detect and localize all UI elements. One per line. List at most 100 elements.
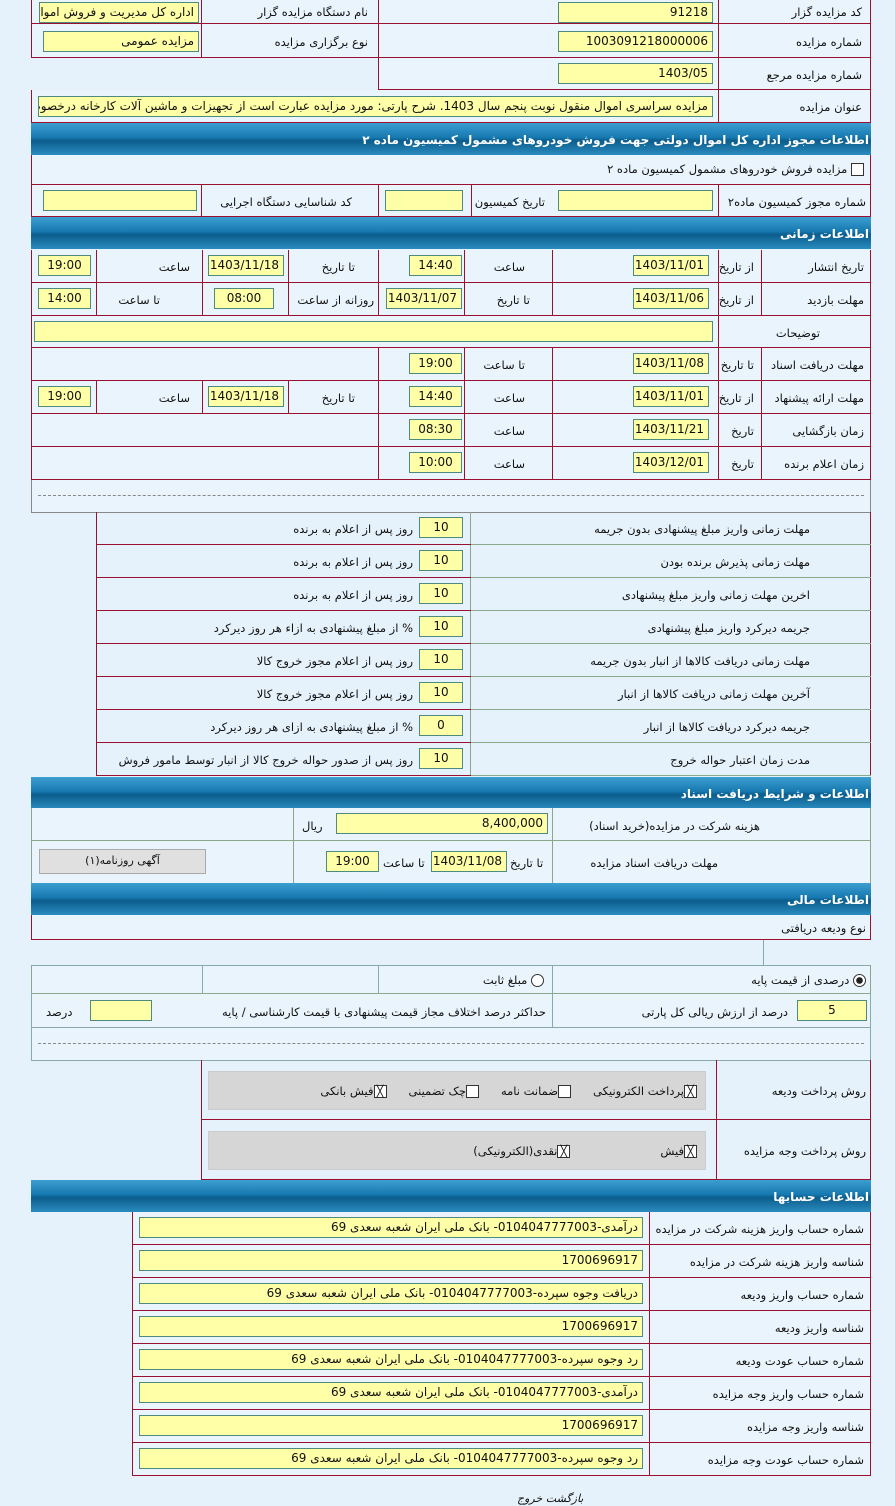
org-field[interactable]: اداره کل مدیریت و فروش اموال: [39, 2, 199, 23]
publish-time-field[interactable]: 14:40: [409, 255, 462, 276]
offer-from-field[interactable]: 1403/11/01: [633, 386, 709, 407]
commission-checkbox-wrap[interactable]: مزایده فروش خودروهای مشمول کمیسیون ماده …: [607, 162, 864, 176]
opening-date-field[interactable]: 1403/11/21: [633, 419, 709, 440]
payment-option[interactable]: چک تضمینی: [409, 1084, 479, 1098]
rule-value[interactable]: 0: [419, 715, 463, 736]
opening-time-field[interactable]: 08:30: [409, 419, 462, 440]
rule-row: مدت زمان اعتبار حواله خروج 10 روز پس از صد…: [96, 743, 871, 776]
divider: [378, 283, 379, 315]
divider: [471, 643, 871, 644]
percent-unit: درصد از ارزش ریالی کل پارتی: [641, 1005, 788, 1019]
permit-field[interactable]: [558, 190, 713, 211]
percent-option[interactable]: درصدی از قیمت پایه: [751, 973, 866, 987]
title-field[interactable]: مزایده سراسری اموال منقول نوبت پنجم سال …: [38, 96, 713, 117]
rule-value[interactable]: 10: [419, 649, 463, 670]
divider: [470, 677, 471, 709]
doc-time-field[interactable]: 19:00: [326, 851, 379, 872]
checkbox-unchecked[interactable]: [558, 1085, 572, 1098]
account-value[interactable]: 1700696917: [139, 1316, 643, 1337]
divider: [649, 1311, 650, 1343]
divider: [378, 24, 379, 57]
rule-row: اخرین مهلت زمانی واریز مبلغ پیشنهادی 10 رو…: [96, 578, 871, 611]
doc-time-label: تا ساعت: [383, 856, 425, 870]
row-fee: هزینه شرکت در مزایده(خرید اسناد) 8,400,0…: [31, 808, 871, 841]
percent-radio-icon[interactable]: [853, 974, 866, 987]
back-exit-link[interactable]: بازگشت خروج: [517, 1492, 584, 1505]
account-value[interactable]: دریافت وجوه سپرده-0104047777003- بانک مل…: [139, 1283, 643, 1304]
rule-value[interactable]: 10: [419, 682, 463, 703]
account-label: شماره حساب عودت ودیعه: [735, 1354, 864, 1368]
payment-option[interactable]: ╳فیش: [660, 1144, 697, 1158]
divider: [293, 841, 294, 883]
rule-value[interactable]: 10: [419, 550, 463, 571]
account-value[interactable]: 1700696917: [139, 1250, 643, 1271]
commission-header: اطلاعات مجوز اداره کل اموال دولتی جهت فر…: [31, 123, 871, 155]
fixed-option[interactable]: مبلغ ثابت: [483, 973, 544, 987]
rule-value[interactable]: 10: [419, 748, 463, 769]
commission-checkbox[interactable]: [851, 163, 864, 176]
visit-from-field[interactable]: 1403/11/06: [633, 288, 709, 309]
account-value[interactable]: رد وجوه سپرده-0104047777003- بانک ملی ای…: [139, 1349, 643, 1370]
docs-time-field[interactable]: 19:00: [409, 353, 462, 374]
doc-date-field[interactable]: 1403/11/08: [431, 851, 507, 872]
max-diff-field[interactable]: [90, 1000, 152, 1021]
publish-time2-field[interactable]: 19:00: [38, 255, 91, 276]
code-field[interactable]: 91218: [558, 2, 713, 23]
checkbox-checked[interactable]: ╳: [557, 1145, 571, 1158]
account-row: شماره حساب واریز هزینه شرکت در مزایده درآ…: [132, 1212, 871, 1245]
docs-date-field[interactable]: 1403/11/08: [633, 353, 709, 374]
divider: [649, 1212, 650, 1244]
newspaper-ad-button[interactable]: آگهی روزنامه(۱): [39, 849, 206, 874]
rule-label: آخرین مهلت زمانی دریافت کالاها از انبار: [617, 687, 810, 701]
visit-to-field[interactable]: 1403/11/07: [386, 288, 462, 309]
org-id-field[interactable]: [43, 190, 197, 211]
offer-time-field[interactable]: 14:40: [409, 386, 462, 407]
payment-option[interactable]: ضمانت نامه: [501, 1084, 572, 1098]
row-notes: توضیحات: [31, 316, 871, 348]
checkbox-unchecked[interactable]: [465, 1085, 479, 1098]
ref-field[interactable]: 1403/05: [558, 63, 713, 84]
publish-from-label: از تاریخ: [718, 260, 754, 274]
fee-field[interactable]: 8,400,000: [336, 813, 548, 834]
winner-date-field[interactable]: 1403/12/01: [633, 452, 709, 473]
type-field[interactable]: مزایده عمومی: [43, 31, 199, 52]
payment-option[interactable]: ╳فیش بانکی: [320, 1084, 387, 1098]
title-label: عنوان مزایده: [799, 100, 862, 114]
account-value[interactable]: درآمدی-0104047777003- بانک ملی ایران شعب…: [139, 1217, 643, 1238]
number-field[interactable]: 1003091218000006: [558, 31, 713, 52]
divider: [718, 24, 719, 57]
winner-time-field[interactable]: 10:00: [409, 452, 462, 473]
payment-option[interactable]: ╳نقدی(الکترونیکی): [473, 1144, 571, 1158]
payment-option[interactable]: ╳پرداخت الکترونیکی: [593, 1084, 697, 1098]
checkbox-checked[interactable]: ╳: [684, 1145, 697, 1158]
account-value[interactable]: رد وجوه سپرده-0104047777003- بانک ملی ای…: [139, 1448, 643, 1469]
commission-date-field[interactable]: [385, 190, 463, 211]
publish-to-field[interactable]: 1403/11/18: [208, 255, 284, 276]
publish-from-field[interactable]: 1403/11/01: [633, 255, 709, 276]
divider: [464, 381, 465, 413]
divider: [96, 250, 97, 282]
payment-option-label: چک تضمینی: [408, 1084, 466, 1098]
rule-row: مهلت زمانی واریز مبلغ پیشنهادی بدون جریم…: [96, 512, 871, 545]
divider: [552, 381, 553, 413]
checkbox-checked[interactable]: ╳: [684, 1085, 697, 1098]
account-value[interactable]: درآمدی-0104047777003- بانک ملی ایران شعب…: [139, 1382, 643, 1403]
account-value[interactable]: 1700696917: [139, 1415, 643, 1436]
percent-field[interactable]: 5: [797, 1000, 867, 1021]
rule-unit: روز پس از اعلام مجوز خروج کالا: [256, 687, 413, 701]
payment-methods: ╳فیش ╳نقدی(الکترونیکی): [208, 1131, 706, 1170]
offer-time2-field[interactable]: 19:00: [38, 386, 91, 407]
rule-value[interactable]: 10: [419, 517, 463, 538]
divider: [552, 447, 553, 479]
row-opening: زمان بازگشایی تاریخ 1403/11/21 ساعت 08:30: [31, 414, 871, 447]
notes-field[interactable]: [34, 321, 713, 342]
rule-value[interactable]: 10: [419, 583, 463, 604]
checkbox-checked[interactable]: ╳: [373, 1085, 387, 1098]
visit-daily-from-field[interactable]: 08:00: [214, 288, 274, 309]
fixed-radio-icon[interactable]: [531, 974, 544, 987]
rule-label: اخرین مهلت زمانی واریز مبلغ پیشنهادی: [621, 588, 810, 602]
visit-daily-to-field[interactable]: 14:00: [38, 288, 91, 309]
commission-date-label: تاریخ کمیسیون: [474, 195, 545, 209]
offer-to-field[interactable]: 1403/11/18: [208, 386, 284, 407]
rule-value[interactable]: 10: [419, 616, 463, 637]
